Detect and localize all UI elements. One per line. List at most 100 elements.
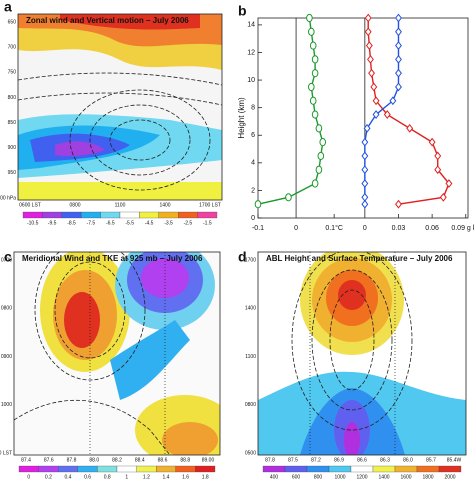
x-tick-label: 85.7 [426,457,436,463]
marker [308,82,315,92]
colorbar-swatch [42,211,62,219]
marker [308,27,315,36]
colorbar-swatch [284,465,308,473]
plot-frame [13,251,221,456]
colorbar-swatch [416,465,440,473]
x-tick-label: 87.6 [44,457,54,463]
x-tick-label: 0600 LST [19,202,41,208]
x-tick-label: 0 [294,225,298,232]
marker [395,199,402,209]
y-tick-label: 0900 [1,354,12,360]
colorbar-swatch [58,465,78,473]
colorbar-swatch [175,465,196,473]
marker [406,123,414,133]
colorbar-swatch [81,211,101,219]
marker [319,138,327,147]
x-tick-label: 86.9 [334,457,344,463]
marker [317,151,325,161]
colorbar-label: -1.5 [203,220,212,226]
colorbar-label: 1600 [400,474,411,480]
marker [434,165,442,175]
marker [311,69,319,78]
x-tick-label: 87.8 [265,457,275,463]
contour-art [258,252,466,455]
marker [395,54,402,64]
colorbar-label: -4.5 [145,220,154,226]
marker [395,68,402,78]
colorbar-label: 400 [270,474,279,480]
y-tick-label: 4 [251,160,255,167]
x-tick-label: 0.09 g kg [451,225,474,232]
y-tick-label: 2 [251,187,255,194]
panel-title: Meridional Wind and TKE at 925 mb – July… [22,254,203,263]
y-tick-label: 1700 [245,257,256,263]
marker [315,165,323,174]
y-tick-label: 12 [247,49,255,56]
marker [367,54,374,64]
colorbar-swatch [139,211,159,219]
x-tick-label: 87.8 [67,457,77,463]
x-tick-label: 86.3 [380,457,390,463]
panel-title: Zonal wind and Vertical motion – July 20… [26,16,189,25]
colorbar-swatch [136,465,157,473]
marker [361,192,369,202]
colorbar-swatch [350,465,374,473]
marker [434,151,442,161]
colorbar-swatch [328,465,352,473]
marker [383,110,391,119]
y-tick-label: 1100 [245,354,256,360]
y-tick-label: 650 [8,19,17,25]
marker [395,82,402,92]
y-tick-label: 0800 [245,402,256,408]
colorbar-swatch [262,465,286,473]
colorbar-swatch [178,211,198,219]
colorbar-label: 1200 [356,474,367,480]
y-tick-label: 1100 LST [0,450,12,456]
marker [315,124,323,133]
colorbar-swatch [77,465,98,473]
colorbar-label: -7.5 [87,220,96,226]
marker [372,96,380,106]
colorbar-swatch [22,211,43,219]
y-tick-label: 14 [247,22,255,29]
x-tick-label: 0 [363,225,367,232]
colorbar-swatch [119,211,140,219]
marker [309,41,317,50]
marker [311,179,319,188]
colorbar-label: -6.5 [106,220,115,226]
colorbar-label: 1.4 [163,474,170,480]
panel-label: d [238,249,247,265]
colorbar-label: 1.8 [202,474,209,480]
colorbar-label: 1 [125,474,128,480]
y-tick-label: 0800 [1,306,12,312]
marker [363,123,371,133]
colorbar-label: 0 [27,474,30,480]
marker [395,13,402,23]
plot-frame [257,17,469,219]
marker [361,151,369,161]
marker [311,110,319,119]
x-tick-label: 88.2 [112,457,122,463]
x-tick-label: 0.03 [392,225,406,232]
marker [306,13,313,23]
x-tick-label: 1400 [159,202,170,208]
x-tick-label: 88.6 [158,457,168,463]
contour-art [14,252,220,455]
marker [372,110,380,119]
marker [361,165,369,175]
marker [309,96,317,105]
y-tick-label: 0 [251,215,255,222]
marker [395,41,402,51]
y-axis-label: Height (km) [237,97,246,139]
colorbar-swatch [97,465,118,473]
plot-frame [17,13,223,201]
colorbar-label: 1.6 [182,474,189,480]
colorbar-swatch [61,211,82,219]
marker [368,68,376,78]
x-tick-label: 0.06 [425,225,439,232]
x-tick-label: 86.6 [357,457,367,463]
plot-frame [257,251,467,456]
panel-label: b [238,3,247,19]
y-tick-label: 8 [251,104,255,111]
colorbar-swatch [306,465,330,473]
